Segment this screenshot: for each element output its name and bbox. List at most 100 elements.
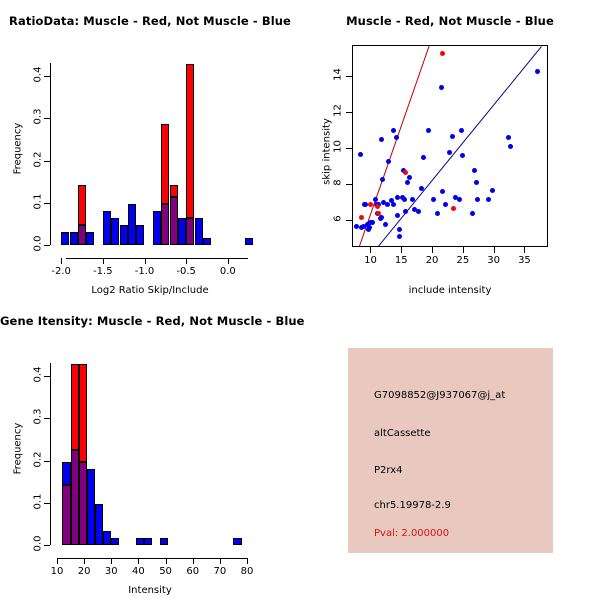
scatter-point-blue [473,180,479,186]
scatter-point-red [367,202,373,208]
x-tick-mark [111,558,113,564]
y-tick-label: 0.2 [32,151,44,167]
gene-histogram-panel: Gene Itensity: Muscle - Red, Not Muscle … [0,300,304,600]
histogram-bar-blue [143,538,152,545]
scatter-point-blue [402,196,408,202]
scatter-point-blue [508,144,514,150]
scatter-point-blue [388,198,394,204]
scatter-point-blue [372,196,378,202]
x-tick-label: 40 [132,566,145,577]
scatter-point-blue [381,200,387,206]
scatter-point-blue [474,196,480,202]
gene-x-axis-line [57,558,247,559]
x-tick-label: 10 [50,566,64,577]
scatter-point-blue [386,158,392,164]
info-event-type: altCassette [374,428,431,439]
histogram-bar-blue [202,238,212,245]
x-tick-label: 15 [394,255,408,266]
x-tick-label: -1.5 [93,266,113,277]
scatter-point-blue [380,176,386,182]
gene-info-panel: G7098852@J937067@j_at altCassette P2rx4 … [348,348,553,553]
scatter-point-blue [407,175,413,181]
y-tick-mark [44,460,50,462]
gene-histogram-bars [57,355,247,545]
ratio-x-axis-label: Log2 Ratio Skip/Include [91,285,209,296]
y-tick-mark [44,376,50,378]
x-tick-mark [165,558,167,564]
x-tick-mark [186,258,188,264]
scatter-point-red [450,205,456,211]
info-pval: Pval: 2.000000 [374,528,450,539]
scatter-point-blue [472,167,478,173]
x-tick-label: 50 [159,566,172,577]
x-tick-mark [227,258,229,264]
info-probe-id: G7098852@J937067@j_at [374,390,506,401]
x-tick-label: 10 [364,255,377,266]
x-tick-label: 20 [77,566,91,577]
scatter-point-blue [403,209,409,215]
x-tick-mark [61,258,63,264]
x-tick-mark [192,558,194,564]
scatter-point-blue [390,202,396,208]
histogram-bar-blue [61,231,70,245]
scatter-panel: Muscle - Red, Not Muscle - Blue 6 8 10 12 14… [300,0,600,300]
x-tick-label: -0.5 [176,266,196,277]
x-tick-mark [247,558,248,564]
y-tick-mark [44,418,50,420]
x-tick-mark [401,247,403,253]
scatter-title: Muscle - Red, Not Muscle - Blue [346,14,554,28]
histogram-bar-blue [111,217,120,245]
y-tick-label: 8 [332,179,344,186]
ratio-x-axis-line [66,258,248,259]
histogram-bar-overlap [186,217,195,245]
scatter-point-blue [360,223,366,229]
histogram-bar-red [70,363,79,450]
x-tick-mark [84,558,86,564]
histogram-bar-blue [62,461,71,485]
scatter-point-blue [391,128,397,134]
x-tick-mark [493,247,495,253]
histogram-bar-blue [127,204,137,245]
histogram-bar-red [186,63,195,218]
x-tick-label: 80 [240,566,254,577]
histogram-bar-blue [86,468,95,545]
y-tick-label: 10 [332,139,344,153]
y-tick-label: 0.0 [32,535,44,552]
ratio-y-axis-line [50,63,51,245]
y-tick-label: 12 [332,103,344,117]
x-tick-mark [524,247,526,253]
y-tick-mark [346,183,352,185]
y-tick-label: 14 [332,67,344,81]
x-tick-label: 35 [518,255,531,266]
x-tick-label: -2.0 [51,266,71,277]
scatter-point-blue [490,187,496,193]
histogram-bar-red [161,124,170,205]
x-tick-label: 70 [213,566,227,577]
x-tick-label: 30 [487,255,500,266]
scatter-point-blue [395,212,401,218]
scatter-point-blue [369,220,375,226]
histogram-bar-red [78,363,87,462]
scatter-point-blue [384,202,390,208]
x-tick-label: 25 [456,255,470,266]
histogram-bar-overlap [169,197,178,245]
x-tick-mark [432,247,434,253]
histogram-bar-blue [103,531,112,545]
scatter-plot-area [352,45,548,247]
histogram-bar-blue [244,238,253,245]
histogram-bar-blue [233,538,242,545]
regression-line [378,46,543,246]
scatter-point-blue [354,223,360,229]
gene-y-axis-line [50,363,51,545]
histogram-bar-blue [95,503,104,545]
y-tick-label: 0.2 [32,451,44,467]
scatter-point-blue [394,194,400,200]
y-tick-label: 0.1 [32,193,44,210]
scatter-point-blue [505,135,511,141]
histogram-bar-red [169,184,178,198]
scatter-point-blue [458,128,464,134]
info-gene-symbol: P2rx4 [374,465,403,476]
histogram-bar-blue [177,217,187,245]
x-tick-label: 30 [104,566,118,577]
